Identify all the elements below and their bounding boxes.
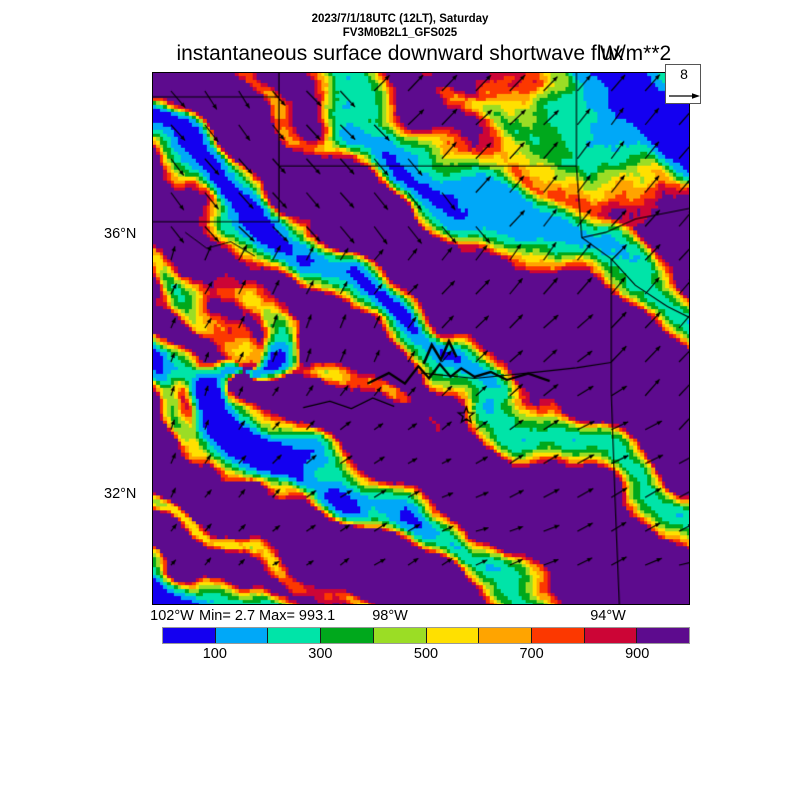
colorbar-segment-orange-red — [531, 628, 585, 643]
colorbar-tick-500: 500 — [413, 646, 439, 662]
colorbar-segment-yellow-green — [373, 628, 427, 643]
colorbar-segment-orange — [479, 628, 532, 643]
colorbar-segment-spring-green — [268, 628, 322, 643]
right-arrow-icon — [669, 93, 700, 99]
map-plot-area — [152, 72, 690, 605]
axis-label-lat-32: 32°N — [104, 486, 137, 502]
axis-label-lon-94: 94°W — [590, 608, 626, 624]
header-model-id: FV3M0B2L1_GFS025 — [342, 27, 458, 39]
colorbar-tick-700: 700 — [519, 646, 544, 662]
colorbar-segment-blue — [163, 628, 216, 643]
wind-vector-legend: 8 — [665, 64, 701, 104]
title-units-label: W/m**2 — [600, 42, 672, 65]
header-date: 2023/7/1/18UTC (12LT), Saturday — [311, 13, 489, 25]
wind-legend-magnitude: 8 — [680, 66, 688, 82]
min-max-stats-label: Min= 2.7 Max= 993.1 — [199, 608, 336, 624]
colorbar — [162, 627, 690, 644]
colorbar-segment-light-blue — [215, 628, 269, 643]
axis-label-lon-102: 102°W — [150, 608, 194, 624]
colorbar-segment-yellow — [426, 628, 480, 643]
colorbar-segment-green — [321, 628, 374, 643]
colorbar-segment-purple — [637, 628, 690, 643]
colorbar-tick-300: 300 — [308, 646, 333, 662]
colorbar-tick-900: 900 — [625, 646, 650, 662]
axis-label-lat-36: 36°N — [104, 226, 137, 242]
colorbar-segment-crimson — [584, 628, 638, 643]
map-overlay-borders-and-vectors — [153, 73, 689, 604]
page-title: instantaneous surface downward shortwave… — [176, 42, 624, 65]
axis-label-lon-98: 98°W — [372, 608, 408, 624]
colorbar-tick-100: 100 — [202, 646, 227, 662]
